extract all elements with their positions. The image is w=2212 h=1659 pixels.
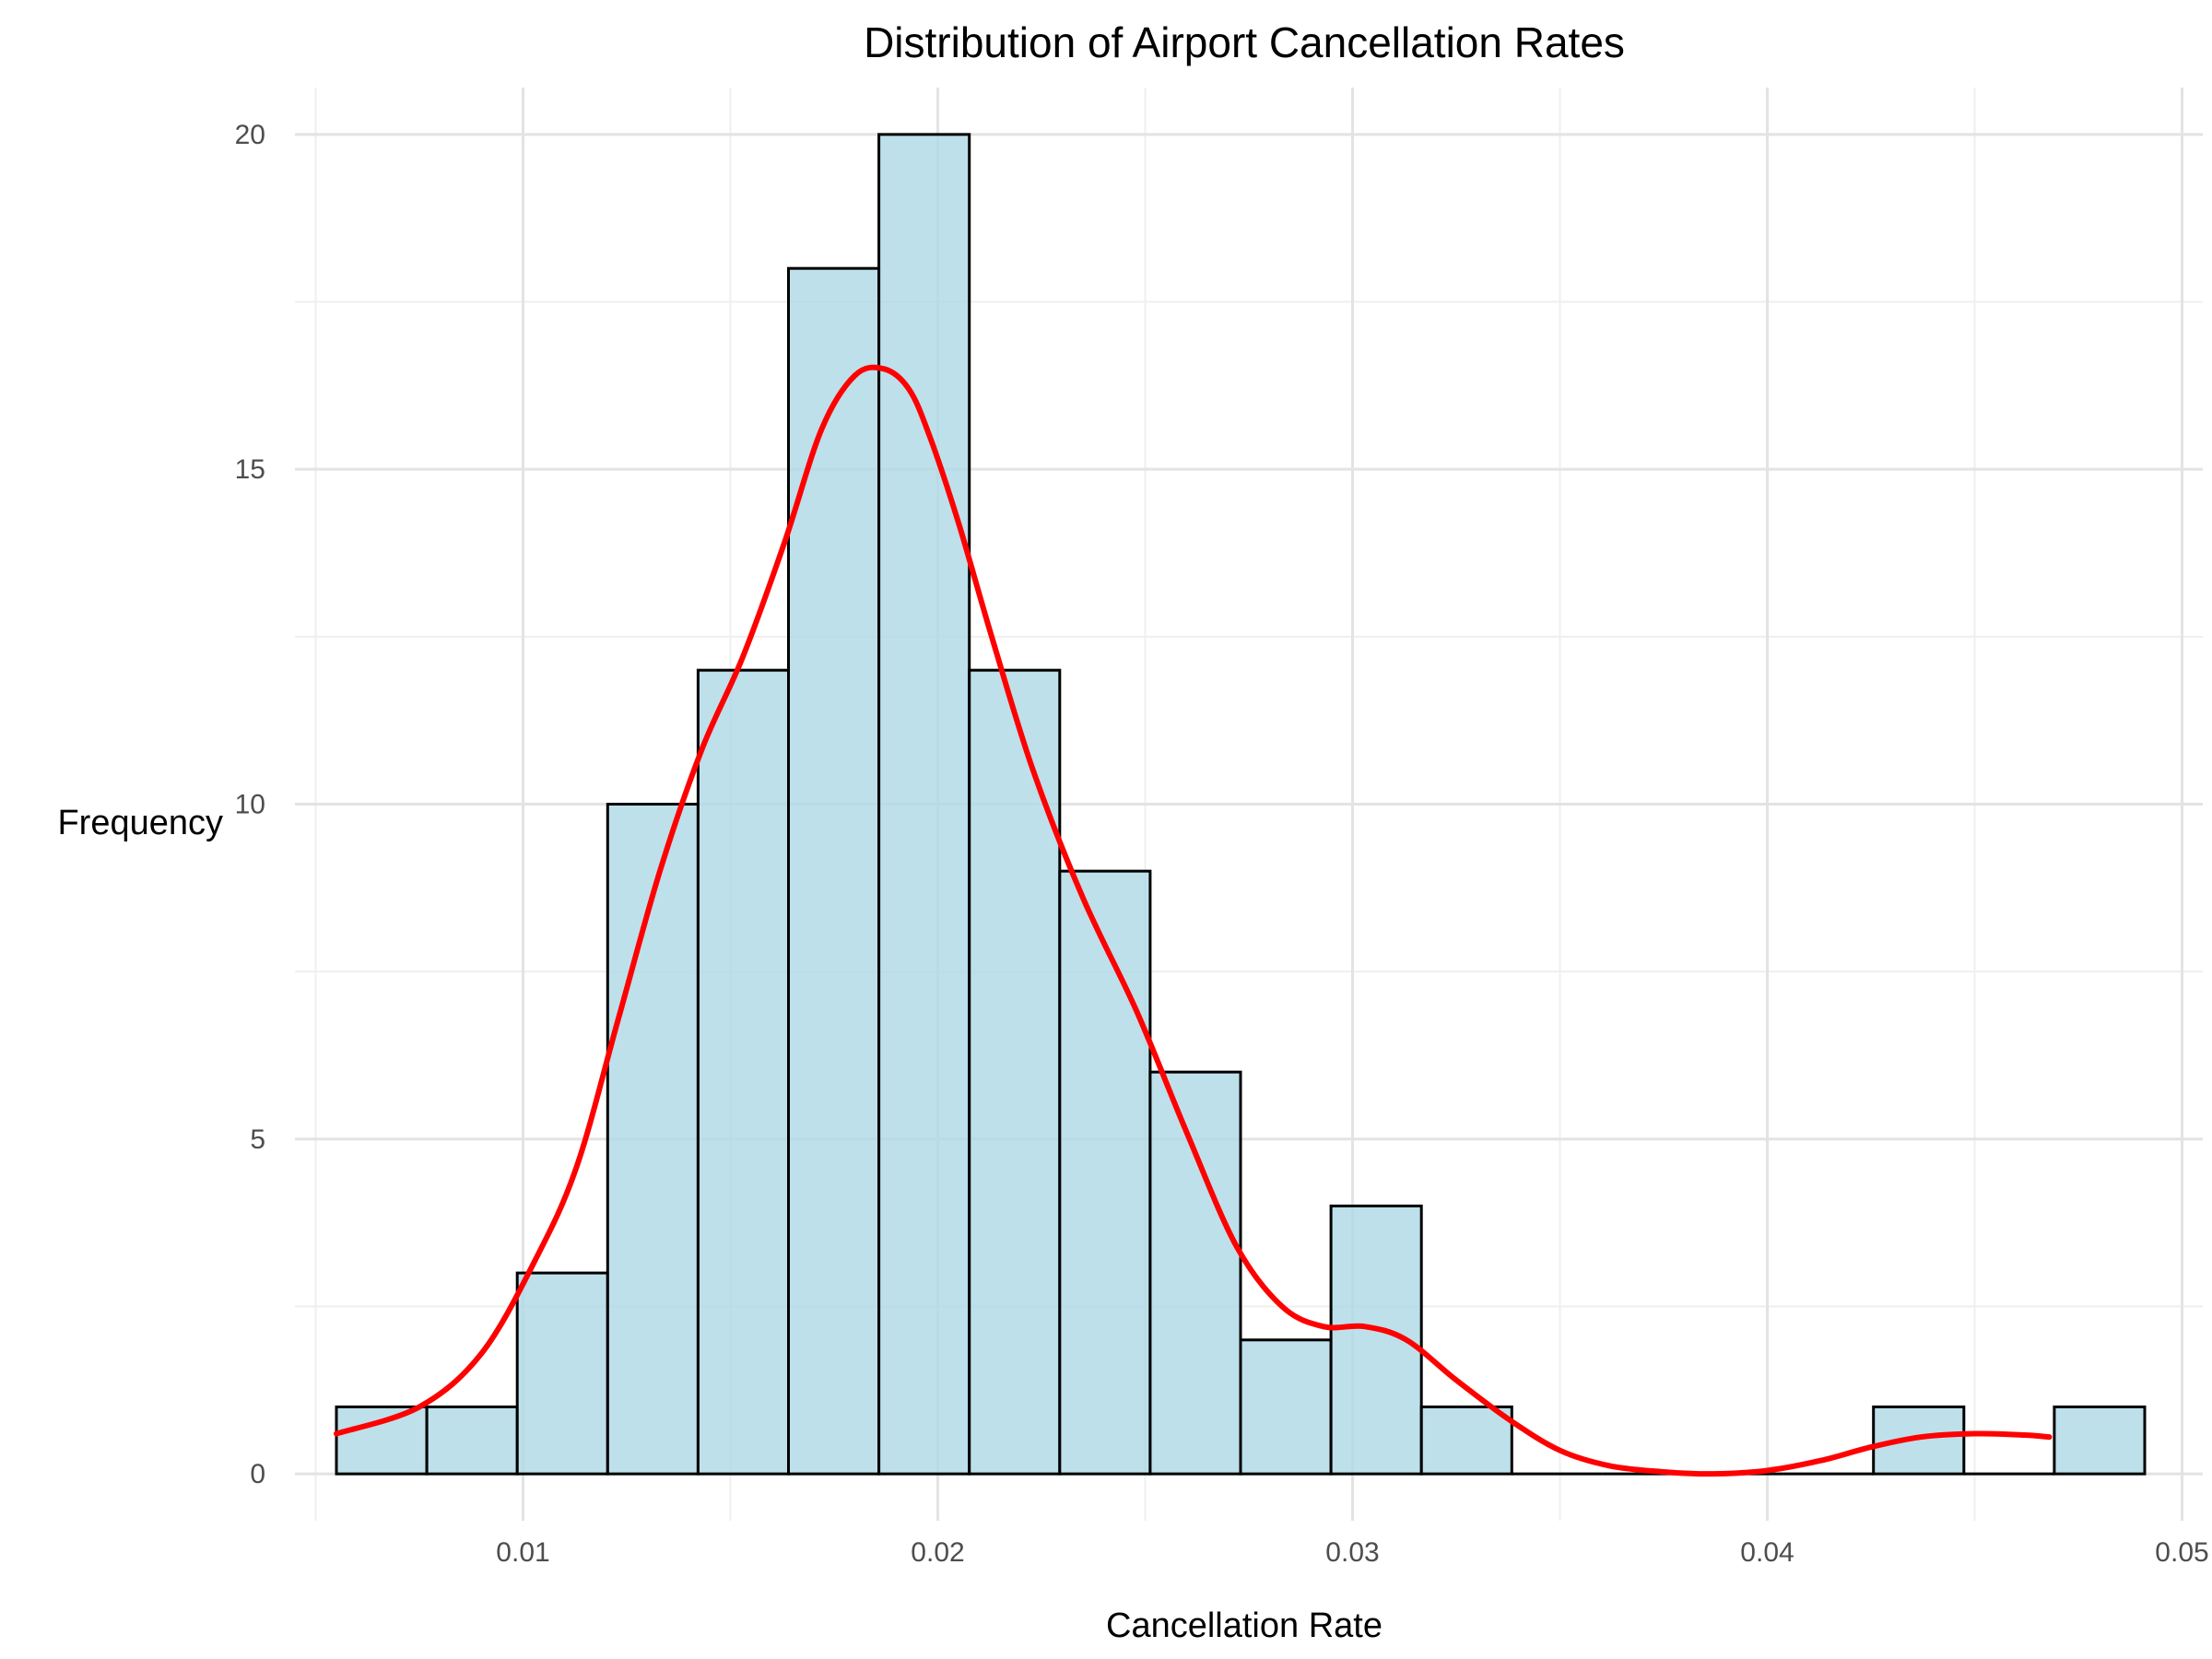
histogram-bars — [335, 133, 2147, 1476]
x-axis-title: Cancellation Rate — [1106, 1606, 1382, 1645]
y-tick-label: 10 — [235, 790, 265, 820]
density-curve-layer — [334, 364, 2053, 1477]
chart-title: Distribution of Airport Cancellation Rat… — [864, 18, 1625, 66]
density-curve — [334, 364, 2053, 1477]
x-tick-label: 0.04 — [1740, 1537, 1794, 1568]
histogram-bar — [425, 1405, 519, 1476]
x-tick-label: 0.05 — [2155, 1537, 2208, 1568]
histogram-bar — [696, 668, 791, 1476]
histogram-bar — [1419, 1405, 1513, 1476]
y-tick-label: 5 — [250, 1124, 265, 1155]
y-axis-title: Frequency — [57, 804, 223, 842]
histogram-bar — [606, 803, 700, 1476]
histogram-bar — [968, 668, 1062, 1476]
tick-labels: 0.01 0.02 0.03 0.04 0.05 0 5 10 15 20 — [235, 120, 2209, 1568]
histogram-bar — [1058, 869, 1152, 1476]
histogram-bar — [787, 266, 881, 1476]
histogram-bar — [515, 1271, 609, 1476]
x-tick-label: 0.01 — [496, 1537, 549, 1568]
x-tick-label: 0.03 — [1325, 1537, 1379, 1568]
histogram-bar — [1148, 1070, 1242, 1476]
histogram-bar — [1872, 1405, 1966, 1476]
y-tick-label: 20 — [235, 120, 265, 150]
y-tick-label: 15 — [235, 454, 265, 485]
y-tick-label: 0 — [250, 1459, 265, 1489]
x-tick-label: 0.02 — [911, 1537, 964, 1568]
histogram-bar — [2053, 1405, 2147, 1476]
histogram-bar — [877, 133, 971, 1476]
histogram-bar — [1239, 1338, 1333, 1476]
histogram-bar — [335, 1405, 429, 1476]
